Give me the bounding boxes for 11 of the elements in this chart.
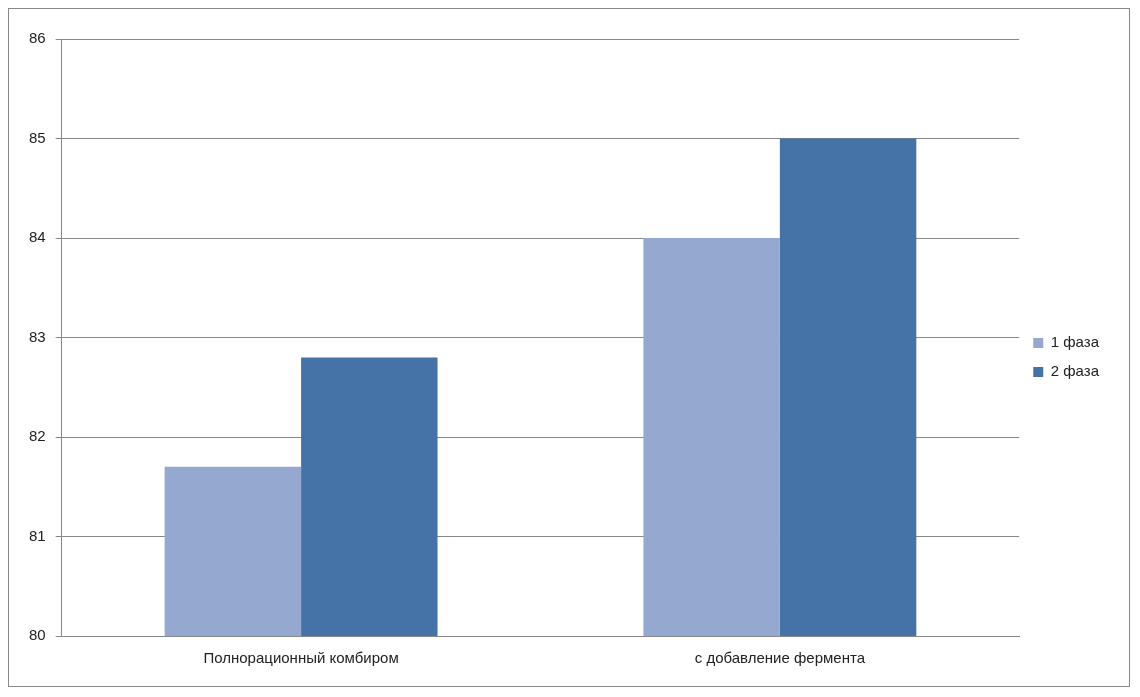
y-tick-label: 81 [29,526,46,544]
y-tick-label: 85 [29,128,46,146]
y-tick-label: 82 [29,427,46,445]
y-tick-label: 86 [29,29,46,47]
legend-label: 1 фаза [1050,333,1100,351]
legend-label: 2 фаза [1050,362,1100,380]
x-tick-label: с добавление фермента [694,649,866,667]
y-tick-label: 84 [29,228,46,246]
x-tick-label: Полнорационный комбиром [203,649,399,667]
y-tick-label: 80 [29,626,46,644]
y-tick-label: 83 [29,327,46,345]
